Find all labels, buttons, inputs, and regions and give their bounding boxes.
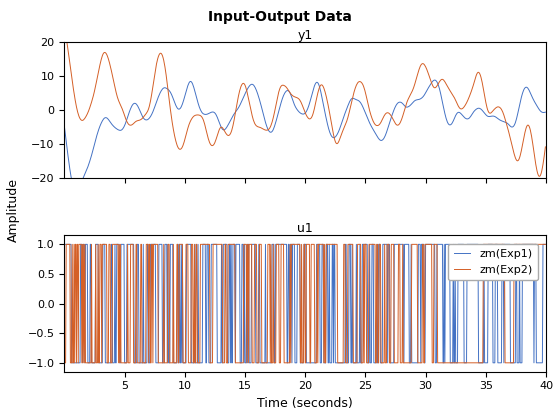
X-axis label: Time (seconds): Time (seconds) — [258, 397, 353, 410]
Text: Input-Output Data: Input-Output Data — [208, 10, 352, 24]
Title: y1: y1 — [297, 29, 313, 42]
Text: Amplitude: Amplitude — [7, 178, 20, 242]
Title: u1: u1 — [297, 223, 313, 236]
Legend: zm(Exp1), zm(Exp2): zm(Exp1), zm(Exp2) — [448, 244, 538, 281]
